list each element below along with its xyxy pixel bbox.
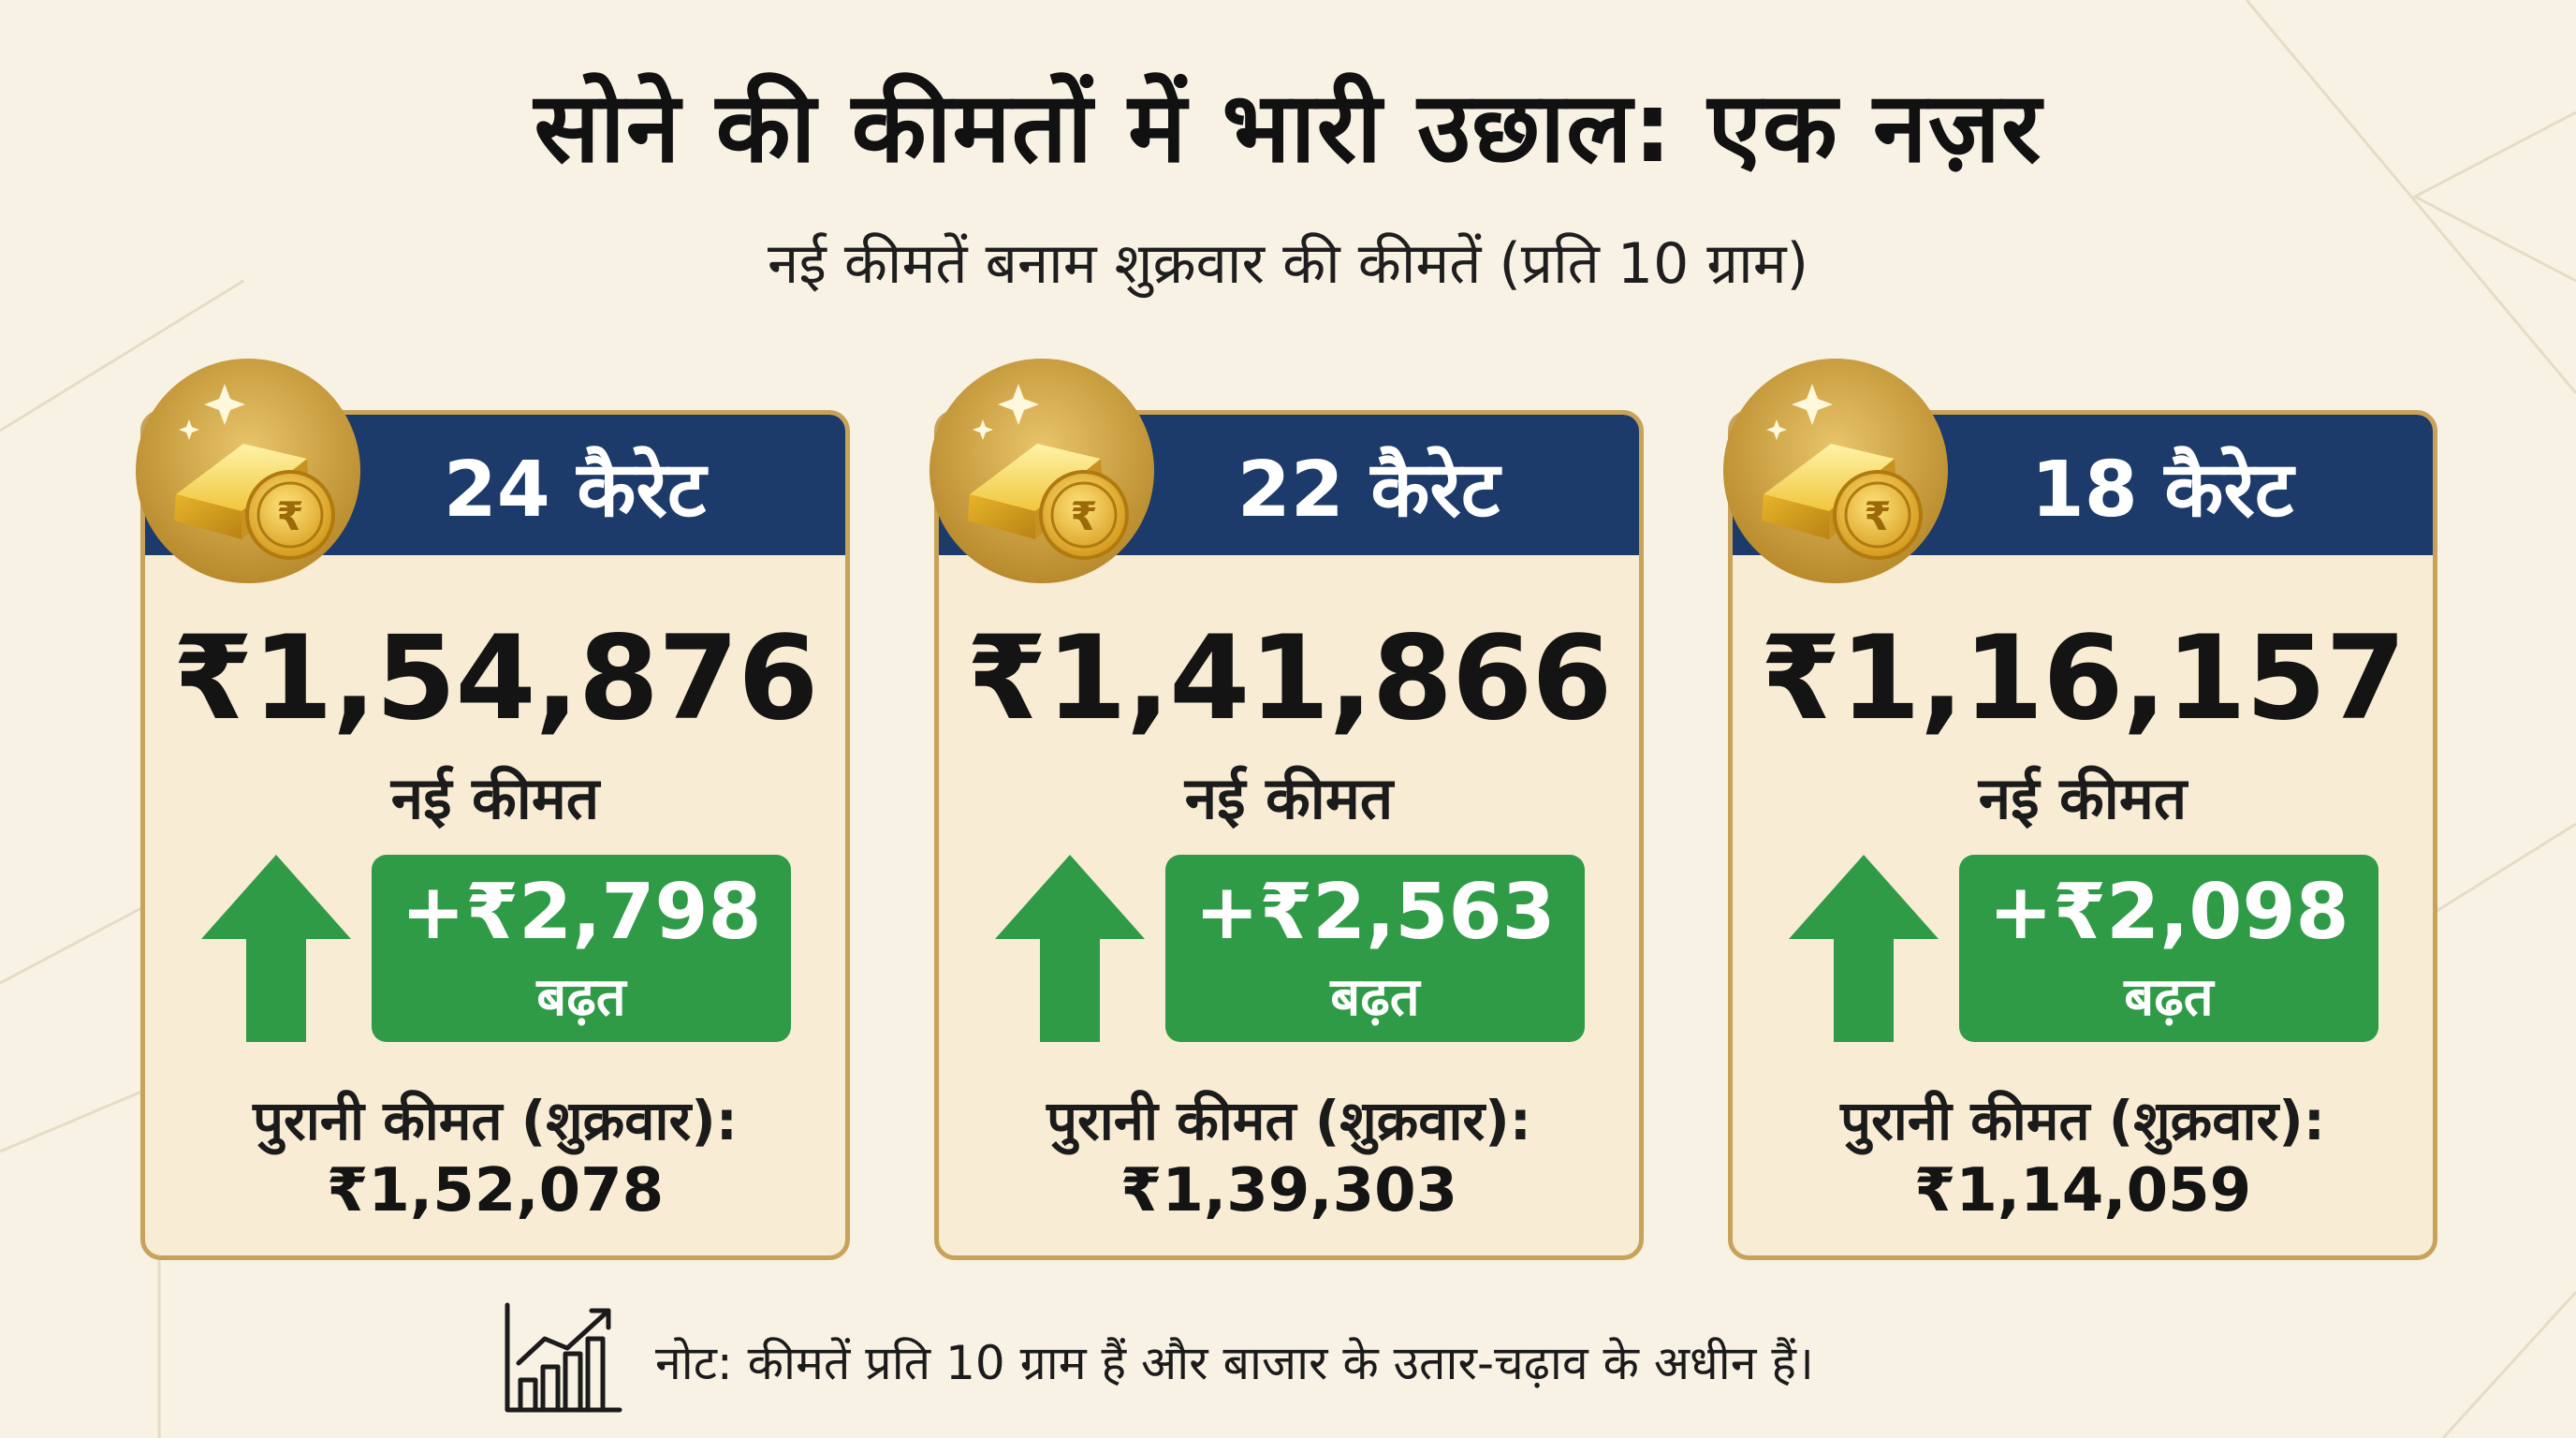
up-arrow-icon: [201, 855, 351, 1042]
new-price-label: नई कीमत: [390, 764, 600, 832]
increase-value: +₹2,563: [1194, 868, 1556, 957]
old-price: ₹1,14,059: [1913, 1156, 2252, 1225]
footer-note: नोट: कीमतें प्रति 10 ग्राम हैं और बाजार …: [655, 1336, 1814, 1390]
increase-label: बढ़त: [1330, 967, 1420, 1028]
increase-label: बढ़त: [2124, 967, 2214, 1028]
new-price: ₹1,41,866: [966, 611, 1612, 746]
up-arrow-icon: [995, 855, 1145, 1042]
increase-badge: +₹2,098 बढ़त: [1959, 855, 2378, 1042]
increase-badge: +₹2,563 बढ़त: [1165, 855, 1585, 1042]
old-price-label: पुरानी कीमत (शुक्रवार):: [1840, 1089, 2325, 1152]
old-price-label: पुरानी कीमत (शुक्रवार):: [1046, 1089, 1531, 1152]
karat-card-22: 22 कैरेट ₹1,41,866 नई कीमत +₹2,563 बढ़त …: [934, 410, 1644, 1260]
page-title: सोने की कीमतों में भारी उछाल: एक नज़र: [534, 70, 2042, 184]
old-price-label: पुरानी कीमत (शुक्रवार):: [253, 1089, 738, 1152]
new-price-label: नई कीमत: [1184, 764, 1394, 832]
old-price: ₹1,39,303: [1120, 1156, 1458, 1225]
page-subtitle: नई कीमतें बनाम शुक्रवार की कीमतें (प्रति…: [768, 231, 1808, 297]
new-price: ₹1,54,876: [172, 611, 818, 746]
old-price: ₹1,52,078: [326, 1156, 665, 1225]
karat-card-24: 24 कैरेट ₹1,54,876 नई कीमत +₹2,798 बढ़त …: [140, 410, 850, 1260]
gold-bar-coin-icon: [1719, 354, 1953, 588]
increase-value: +₹2,098: [1988, 868, 2349, 957]
up-arrow-icon: [1789, 855, 1939, 1042]
growth-chart-icon: [505, 1302, 622, 1413]
increase-label: बढ़त: [536, 967, 626, 1028]
gold-bar-coin-icon: [925, 354, 1159, 588]
new-price-label: नई कीमत: [1978, 764, 2188, 832]
increase-badge: +₹2,798 बढ़त: [372, 855, 791, 1042]
gold-bar-coin-icon: [131, 354, 365, 588]
increase-value: +₹2,798: [401, 868, 762, 957]
new-price: ₹1,16,157: [1760, 611, 2406, 746]
